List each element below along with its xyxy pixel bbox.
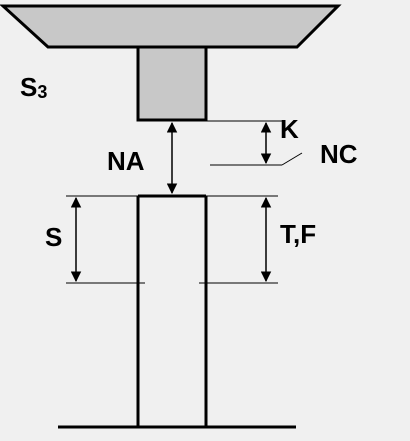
- label-s3-main: S: [20, 72, 37, 102]
- label-s: S: [45, 222, 62, 252]
- label-tf: T,F: [280, 219, 316, 249]
- punch-block: [136, 45, 208, 122]
- label-nc: NC: [320, 139, 358, 169]
- label-s3: S3: [20, 72, 47, 102]
- label-s3-subscript: 3: [37, 82, 47, 102]
- label-na: NA: [107, 146, 145, 176]
- label-k: K: [280, 114, 299, 144]
- nc-leader-line: [281, 152, 303, 166]
- upper-die: [0, 4, 342, 49]
